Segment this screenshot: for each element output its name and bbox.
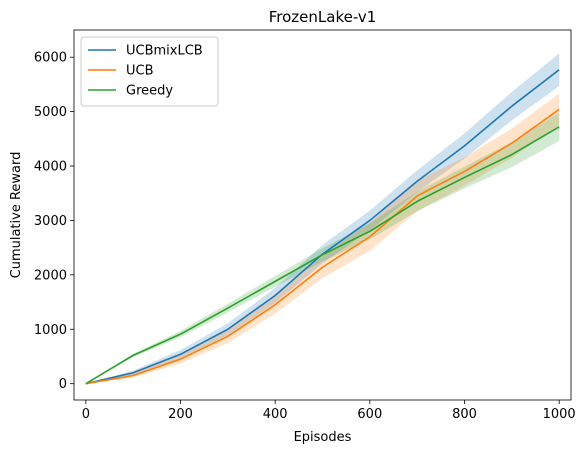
x-tick-label: 200 <box>168 407 193 422</box>
x-tick-label: 600 <box>357 407 382 422</box>
x-tick-label: 1000 <box>543 407 576 422</box>
y-tick-label: 2000 <box>34 268 67 283</box>
y-axis: 0 1000 2000 3000 4000 5000 6000 <box>34 51 74 392</box>
x-tick-label: 0 <box>82 407 90 422</box>
y-tick-label: 5000 <box>34 105 67 120</box>
chart-title: FrozenLake-v1 <box>269 8 377 26</box>
y-tick-label: 4000 <box>34 160 67 175</box>
legend-label: UCB <box>126 64 154 79</box>
y-axis-label: Cumulative Reward <box>9 152 24 279</box>
y-tick-label: 0 <box>59 377 67 392</box>
x-tick-label: 800 <box>452 407 477 422</box>
y-tick-label: 1000 <box>34 323 67 338</box>
x-tick-label: 400 <box>263 407 288 422</box>
x-axis-label: Episodes <box>294 430 352 445</box>
y-tick-label: 3000 <box>34 214 67 229</box>
y-tick-label: 6000 <box>34 51 67 66</box>
legend: UCBmixLCB UCB Greedy <box>81 37 218 106</box>
legend-label: UCBmixLCB <box>126 44 203 59</box>
legend-label: Greedy <box>126 84 173 99</box>
x-axis: 0 200 400 600 800 1000 <box>82 400 576 422</box>
